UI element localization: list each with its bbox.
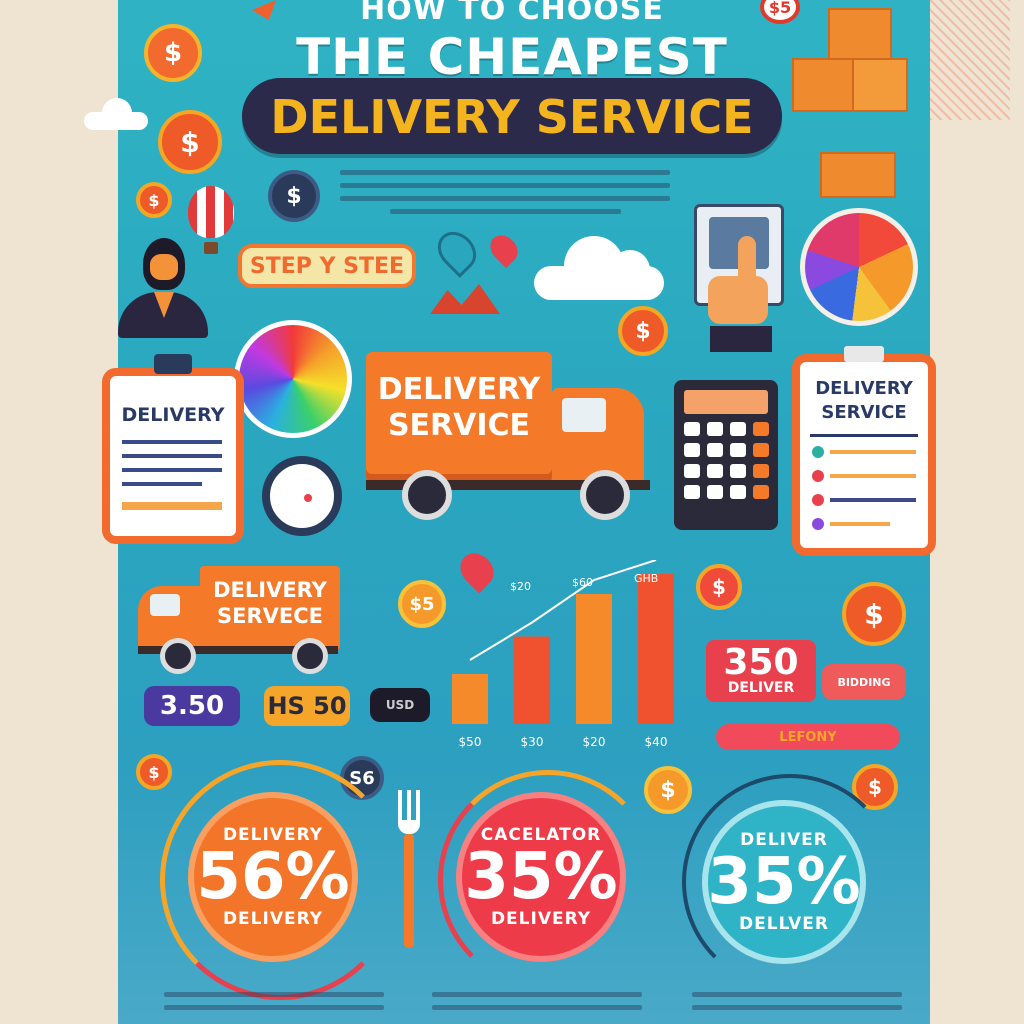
bar-tick-label: $30 bbox=[521, 735, 544, 749]
clipboard-title-line1: DELIVERY bbox=[815, 378, 913, 399]
bar-tick-label: $50 bbox=[459, 735, 482, 749]
delivery-truck-main: DELIVERY SERVICE bbox=[366, 352, 656, 522]
title-line-1: HOW TO CHOOSE bbox=[360, 0, 664, 27]
bar-top-label: $60 bbox=[572, 576, 593, 589]
bar-4 bbox=[638, 574, 674, 724]
coin-icon: $ bbox=[618, 306, 668, 356]
decorative-hatch bbox=[930, 0, 1010, 120]
title-banner bbox=[242, 78, 782, 154]
bar-tick-label: $40 bbox=[645, 735, 668, 749]
coin-icon: $ bbox=[268, 170, 320, 222]
stat-ring-3-value: 35% bbox=[707, 845, 861, 919]
stat-ring-2-value: 35% bbox=[464, 840, 618, 914]
stat-ring-2: CACELATOR 35% DELIVERY bbox=[456, 792, 626, 962]
title-line-2: THE CHEAPEST bbox=[296, 28, 728, 86]
pie-chart-graphic bbox=[800, 208, 918, 326]
calculator-icon bbox=[674, 380, 778, 530]
bar-1 bbox=[452, 674, 488, 724]
bar-top-label: $20 bbox=[510, 580, 531, 593]
stat-ring-3-top: DELIVER bbox=[740, 830, 828, 850]
delivery-truck-small: DELIVERY SERVECE bbox=[138, 566, 340, 674]
stopwatch-icon bbox=[262, 456, 342, 536]
delivery-price-value: 350 bbox=[723, 642, 799, 683]
bar-chart-svg: $50 $30 $20 $40 $20 $60 GHB bbox=[452, 560, 674, 749]
stat-ring-1-bottom: DELIVERY bbox=[222, 909, 324, 929]
coin-icon: $ bbox=[136, 754, 172, 790]
truck-small-label-line2: SERVECE bbox=[217, 604, 323, 628]
price-tag-1: 3.50 bbox=[144, 686, 240, 726]
balloon-icon bbox=[188, 186, 234, 256]
truck-label-line1: DELIVERY bbox=[377, 372, 541, 407]
coin-icon: $ bbox=[144, 24, 202, 82]
cloud-icon bbox=[84, 98, 148, 130]
trend-line bbox=[469, 560, 657, 661]
footer-text-block-1 bbox=[164, 992, 384, 1018]
hand-pointer-icon bbox=[708, 236, 772, 352]
coin-icon: $ bbox=[644, 766, 692, 814]
stat-ring-3-bottom: DELLVER bbox=[739, 914, 829, 934]
footer-text-block-3 bbox=[692, 992, 902, 1018]
truck-small-label-line1: DELIVERY bbox=[213, 578, 327, 602]
bidding-tag: BIDDING bbox=[822, 664, 906, 700]
courier-avatar bbox=[118, 238, 208, 338]
delivery-price-card: 350 DELIVER bbox=[706, 640, 816, 702]
package-box-icon bbox=[852, 58, 908, 112]
coin-icon: $ bbox=[842, 582, 906, 646]
price-bar-chart: $50 $30 $20 $40 $20 $60 GHB bbox=[440, 560, 680, 760]
step-badge: STEP Y STEE bbox=[238, 244, 416, 288]
truck-label-line2: SERVICE bbox=[387, 408, 531, 443]
intro-text-block bbox=[340, 170, 670, 222]
clipboard-title: DELIVERY bbox=[121, 404, 225, 426]
package-box-icon bbox=[820, 152, 896, 198]
stat-ring-2-top: CACELATOR bbox=[480, 825, 602, 845]
stat-ring-arc bbox=[160, 760, 400, 1000]
delivery-clipboard-right: DELIVERY SERVICE bbox=[800, 346, 928, 548]
fork-icon bbox=[396, 790, 422, 950]
red-bar-label: LEFONY bbox=[716, 724, 900, 750]
stat-ring-arc bbox=[438, 770, 658, 990]
cloud-icon bbox=[534, 236, 664, 300]
coin-icon: $ bbox=[158, 110, 222, 174]
stat-ring-arc bbox=[682, 774, 898, 990]
coin-icon: $ bbox=[696, 564, 742, 610]
bar-tick-label: $20 bbox=[583, 735, 606, 749]
stat-ring-3: DELIVER 35% DELLVER bbox=[702, 800, 866, 964]
bar-3 bbox=[576, 594, 612, 724]
delivery-clipboard-left: DELIVERY bbox=[110, 354, 236, 536]
coin-icon: $5 bbox=[398, 580, 446, 628]
bar-2 bbox=[514, 636, 550, 724]
coin-icon: $ bbox=[136, 182, 172, 218]
stat-ring-1: DELIVERY 56% DELIVERY bbox=[188, 792, 358, 962]
color-wheel-graphic bbox=[234, 320, 352, 438]
stat-ring-1-value: 56% bbox=[196, 840, 350, 914]
delivery-price-label: DELIVER bbox=[727, 680, 795, 696]
clipboard-title-line2: SERVICE bbox=[821, 402, 907, 423]
price-tag-3: USD bbox=[370, 688, 430, 722]
price-tag-2: HS 50 bbox=[264, 686, 350, 726]
stat-ring-2-bottom: DELIVERY bbox=[490, 909, 592, 929]
stat-ring-1-top: DELIVERY bbox=[222, 825, 324, 845]
title-line-3: DELIVERY SERVICE bbox=[270, 90, 754, 144]
footer-text-block-2 bbox=[432, 992, 642, 1018]
bar-top-label: GHB bbox=[634, 572, 658, 585]
